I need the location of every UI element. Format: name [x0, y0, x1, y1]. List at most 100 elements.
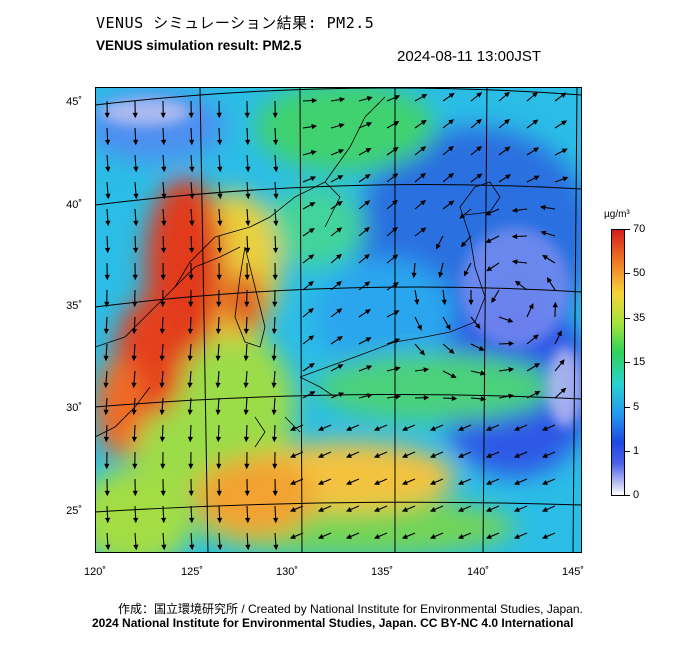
wind-arrow-head [132, 274, 138, 281]
wind-arrow-head [423, 395, 430, 401]
wind-arrow-head [401, 426, 408, 431]
wind-arrow-head [339, 97, 346, 103]
wind-arrow-head [216, 301, 222, 308]
wind-arrow-head [272, 139, 279, 146]
wind-arrow-head [215, 409, 221, 416]
wind-arrow-head [429, 507, 436, 512]
wind-arrow-head [189, 193, 195, 200]
lat-label-25: 25˚ [66, 505, 82, 517]
wind-arrow-head [508, 393, 515, 399]
wind-arrow-head [131, 328, 138, 335]
wind-arrow-head [511, 207, 518, 213]
wind-arrow-head [445, 324, 451, 331]
lon-label-145: 145˚ [561, 566, 585, 578]
wind-arrow-head [216, 490, 222, 497]
wind-arrow-head [478, 345, 485, 351]
wind-arrow-head [104, 490, 110, 497]
lat-label-45: 45˚ [66, 96, 82, 108]
wind-arrow-head [448, 145, 454, 152]
wind-arrow-head [366, 122, 373, 127]
wind-arrow-head [160, 274, 166, 281]
wind-arrow-head [188, 274, 194, 281]
wind-arrow-head [244, 112, 250, 119]
wind-arrow-head [485, 480, 492, 485]
wind-arrow-head [216, 247, 223, 254]
wind-arrow-head [476, 118, 482, 125]
wind-arrow-head [394, 338, 401, 344]
wind-arrow-head [160, 301, 166, 308]
wind-arrow-head [364, 253, 370, 260]
wind-arrow-head [188, 517, 195, 524]
wind-arrow-head [541, 426, 548, 431]
wind-arrow-head [345, 480, 352, 485]
wind-arrow-head [560, 92, 567, 98]
wind-arrow-head [420, 199, 426, 206]
wind-arrow-head [561, 120, 568, 126]
wind-arrow-head [216, 139, 223, 146]
wind-arrow-head [273, 220, 279, 227]
wind-arrow-head [131, 436, 138, 443]
wind-arrow-head [394, 366, 401, 372]
wind-arrow-head [188, 112, 194, 119]
wind-arrow-head [103, 382, 109, 389]
wind-arrow-head [289, 507, 296, 512]
wind-vectors [103, 91, 569, 551]
wind-arrow-head [508, 340, 515, 347]
wind-arrow-head [541, 480, 548, 485]
wind-arrow-head [317, 507, 324, 512]
wind-arrow-head [317, 453, 324, 458]
wind-arrow-head [476, 92, 483, 98]
wind-arrow-head [448, 200, 455, 206]
wind-arrow-head [562, 176, 569, 182]
wind-arrow-head [534, 363, 541, 369]
wind-arrow-head [104, 274, 110, 281]
colorbar [611, 229, 625, 496]
wind-arrow-head [505, 174, 512, 180]
wind-arrow-head [541, 507, 548, 512]
wind-arrow-head [401, 534, 408, 539]
wind-arrow-head [188, 463, 194, 470]
wind-arrow-head [491, 297, 497, 304]
wind-arrow-head [414, 299, 420, 306]
wind-arrow-head [216, 517, 223, 524]
wind-arrow-head [131, 382, 137, 389]
wind-arrow-head [187, 355, 193, 362]
wind-arrow-head [273, 544, 279, 551]
wind-arrow-head [317, 534, 324, 539]
wind-arrow-head [457, 480, 464, 485]
lat-label-30: 30˚ [66, 402, 82, 414]
wind-arrow-head [532, 119, 539, 125]
wind-arrow-head [429, 534, 436, 539]
wind-arrow-head [541, 453, 548, 458]
wind-arrow-head [245, 166, 251, 173]
wind-arrow-head [336, 280, 342, 287]
wind-arrow-head [420, 119, 427, 126]
wind-arrow-head [160, 247, 167, 254]
wind-arrow-head [336, 308, 343, 314]
wind-arrow-head [215, 355, 221, 362]
wind-arrow-head [105, 193, 111, 200]
wind-arrow-head [161, 166, 167, 173]
wind-arrow-head [308, 335, 315, 341]
wind-arrow-head [317, 426, 324, 431]
wind-arrow-head [373, 480, 380, 485]
wind-arrow-head [217, 166, 223, 173]
wind-arrow-head [243, 355, 249, 362]
wind-arrow-head [308, 280, 314, 287]
wind-arrow-head [373, 507, 380, 512]
wind-arrow-head [393, 310, 400, 316]
wind-arrow-head [448, 348, 455, 354]
wind-arrow-head [504, 146, 511, 152]
wind-arrow-head [336, 253, 342, 260]
wind-arrow-head [513, 426, 520, 431]
wind-arrow-head [421, 93, 428, 99]
wind-arrow-head [272, 274, 278, 281]
wind-arrow-head [448, 119, 455, 125]
wind-arrow-head [245, 220, 251, 227]
wind-arrow-head [337, 175, 344, 181]
wind-arrow-head [105, 544, 111, 551]
wind-arrow-head [459, 213, 466, 219]
wind-arrow-head [448, 92, 455, 99]
wind-arrow-head [556, 330, 562, 337]
copyright-line: 2024 National Institute for Environmenta… [92, 616, 574, 630]
